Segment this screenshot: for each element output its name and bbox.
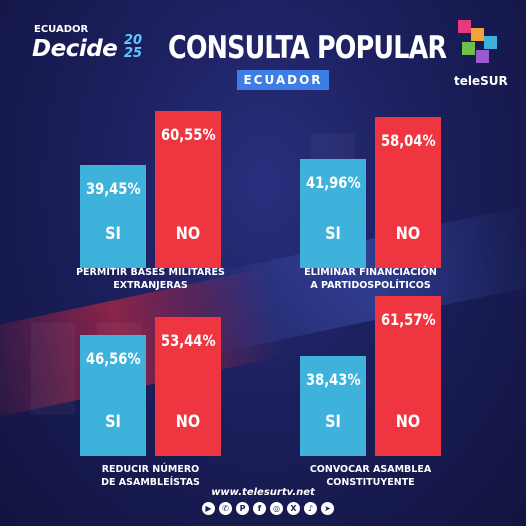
bar-value-label: 58,04% [380,131,436,151]
bar-value-label: 60,55% [160,124,216,144]
bar-category-label: NO [175,412,201,432]
bar-si [300,158,366,268]
question-caption: CONVOCAR ASAMBLEA CONSTITUYENTE [271,463,471,489]
telesur-logo: teleSUR [454,20,510,90]
logo-year-bottom: 25 [124,46,143,61]
logo-year-top: 20 [124,33,143,48]
page-subtitle: ECUADOR [237,70,329,90]
bar-category-label: NO [395,224,421,244]
logo-square-icon [471,28,484,41]
bar-value-label: 39,45% [85,179,141,199]
question-caption-line: CONVOCAR ASAMBLEA [309,464,432,475]
bar-category-label: SI [105,224,121,244]
logo-square-icon [484,36,497,49]
bar-value-label: 38,43% [305,370,361,390]
bar-category-label: NO [395,412,421,432]
question-caption-line: EXTRANJERAS [113,280,188,291]
question-caption: ELIMINAR FINANCIACIÓN A PARTIDOSPOLÍTICOS [271,266,471,292]
logo-country-text: ECUADOR [34,24,89,35]
question-caption-line: ELIMINAR FINANCIACIÓN [304,267,437,278]
bar-no [155,317,221,456]
question-caption-line: DE ASAMBLEÍSTAS [101,477,200,488]
logo-square-icon [462,42,475,55]
telegram-icon[interactable]: ➤ [321,502,334,515]
bar-category-label: SI [325,412,341,432]
footer-url: www.telesurtv.net [211,487,315,498]
tiktok-icon[interactable]: ♪ [304,502,317,515]
facebook-icon[interactable]: f [253,502,266,515]
bar-category-label: SI [325,224,341,244]
question-caption-line: CONSTITUYENTE [326,477,415,488]
x-icon[interactable]: X [287,502,300,515]
logo-square-icon [458,20,471,33]
bar-value-label: 46,56% [85,348,141,368]
bar-value-label: 41,96% [305,172,361,192]
bar-si [80,334,146,456]
logo-square-icon [476,50,489,63]
logo-brand-text: Decide [32,36,118,62]
instagram-icon[interactable]: ◎ [270,502,283,515]
decide-2025-logo: ECUADOR Decide 20 25 [32,24,162,72]
bar-category-label: SI [105,412,121,432]
pinterest-icon[interactable]: P [236,502,249,515]
bar-no [375,117,441,268]
question-caption-line: A PARTIDOSPOLÍTICOS [310,280,431,291]
bar-value-label: 61,57% [380,309,436,329]
bar-no [155,110,221,268]
question-caption: REDUCIR NÚMERO DE ASAMBLEÍSTAS [51,463,251,489]
question-caption: PERMITIR BASES MILITARES EXTRANJERAS [51,266,251,292]
bar-si [300,356,366,456]
page-title: CONSULTA POPULAR [168,30,447,66]
question-caption-line: PERMITIR BASES MILITARES [76,267,225,278]
bar-no [375,295,441,456]
bar-value-label: 53,44% [160,331,216,351]
youtube-icon[interactable]: ▶ [202,502,215,515]
bar-category-label: NO [175,224,201,244]
telesur-logo-text: teleSUR [454,74,508,88]
whatsapp-icon[interactable]: ✆ [219,502,232,515]
question-caption-line: REDUCIR NÚMERO [101,464,200,475]
bar-si [80,165,146,268]
